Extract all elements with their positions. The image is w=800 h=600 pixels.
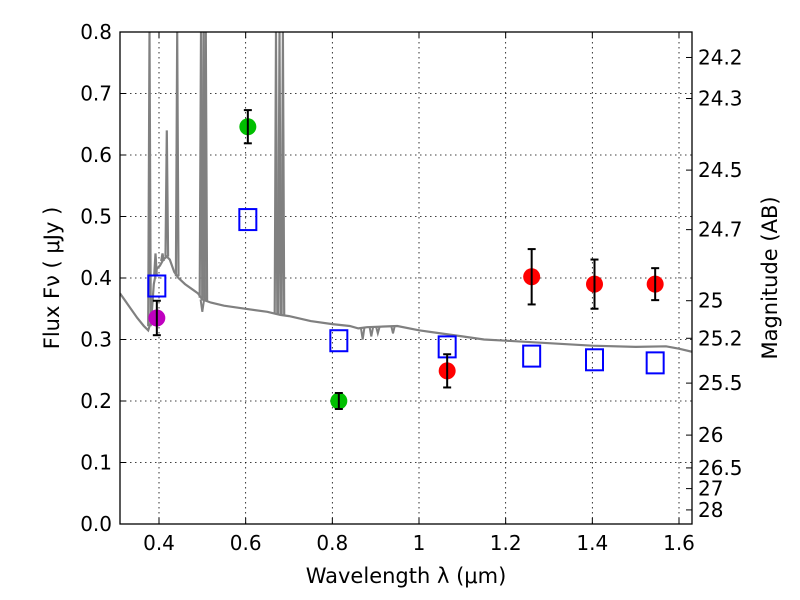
right-tick-label: 28 <box>698 498 723 522</box>
x-tick-label: 0.8 <box>316 531 348 555</box>
model-photometry-square <box>147 274 167 298</box>
right-tick-label: 24.5 <box>698 158 743 182</box>
ticks: 0.4 0.6 0.8 1 1.2 1.4 1.6 0.0 0.1 0.2 0.3 0.4 0.5 0.6… <box>80 20 742 555</box>
spectrum-emission-line <box>174 32 180 277</box>
y-tick-label: 0.7 <box>80 82 112 106</box>
y-tick-label: 0.2 <box>80 389 112 413</box>
spectrum-absorption-feature <box>368 326 375 337</box>
model-photometry-square <box>522 344 542 368</box>
right-tick-label: 26 <box>698 423 723 447</box>
y-tick-label: 0.0 <box>80 512 112 536</box>
x-tick-label: 1 <box>413 531 426 555</box>
spectrum-absorption-feature <box>390 325 396 334</box>
right-tick-label: 25.2 <box>698 326 743 350</box>
x-tick-label: 1.4 <box>576 531 608 555</box>
right-tick-label: 24.7 <box>698 218 743 242</box>
x-tick-label: 0.6 <box>230 531 262 555</box>
spectrum-absorption-feature <box>199 299 206 312</box>
spectrum-emission-line <box>277 32 282 315</box>
spectrum-emission-line <box>203 32 209 301</box>
right-tick-label: 24.2 <box>698 45 743 69</box>
y-tick-label: 0.5 <box>80 205 112 229</box>
spectrum-emission-line <box>147 32 152 327</box>
y-tick-label: 0.1 <box>80 451 112 475</box>
spectrum-absorption-feature <box>359 327 366 340</box>
spectrum-absorption-feature <box>375 326 381 338</box>
model-photometry-square <box>329 329 349 353</box>
plot-area <box>120 32 692 410</box>
spectrum-emission-line <box>280 32 286 316</box>
right-tick-label: 26.5 <box>698 456 743 480</box>
spectrum-emission-line <box>153 253 158 276</box>
y-tick-label: 0.3 <box>80 328 112 352</box>
y-tick-label: 0.8 <box>80 20 112 44</box>
model-photometry-square <box>238 208 258 232</box>
x-tick-label: 1.2 <box>490 531 522 555</box>
spectrum-emission-line <box>164 130 170 257</box>
right-tick-label: 27 <box>698 477 723 501</box>
right-tick-label: 25.5 <box>698 371 743 395</box>
right-axis-label: Magnitude (AB) <box>758 196 782 359</box>
x-tick-label: 0.4 <box>143 531 175 555</box>
right-tick-label: 25 <box>698 289 723 313</box>
model-photometry-square <box>645 351 665 375</box>
right-tick-label: 24.3 <box>698 87 743 111</box>
spectrum-emission-line <box>273 32 279 314</box>
y-tick-label: 0.4 <box>80 266 112 290</box>
spectrum-emission-line <box>160 253 165 262</box>
model-photometry-square <box>585 348 604 372</box>
y-axis-label: Flux Fν ( μJy ) <box>40 207 64 350</box>
x-axis-label: Wavelength λ (μm) <box>306 564 507 588</box>
x-tick-label: 1.6 <box>663 531 695 555</box>
y-tick-label: 0.6 <box>80 143 112 167</box>
